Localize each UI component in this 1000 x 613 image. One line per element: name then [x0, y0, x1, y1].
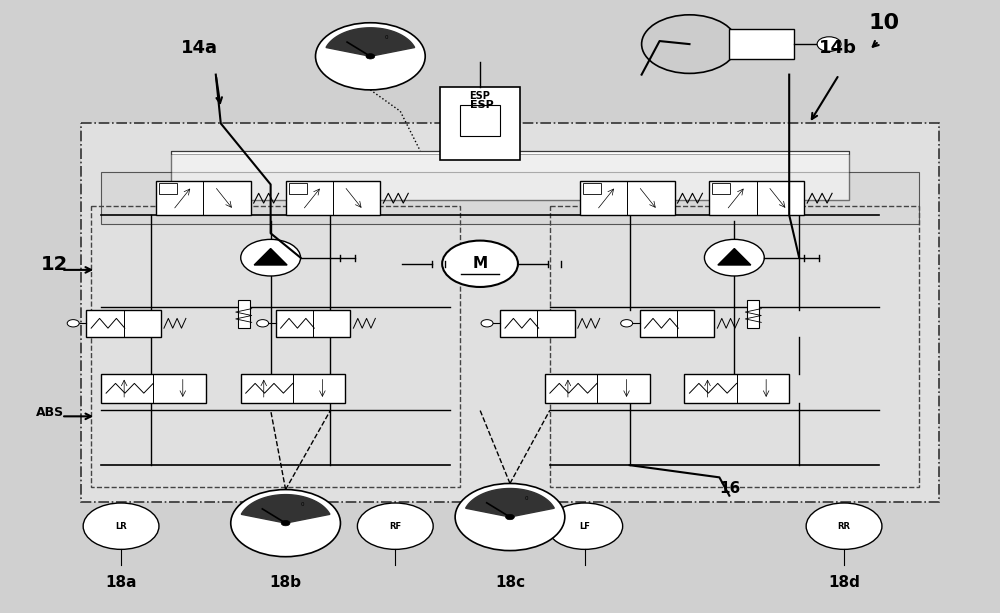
Bar — [238, 300, 250, 328]
Bar — [550, 206, 919, 487]
Bar — [583, 183, 601, 194]
Bar — [241, 374, 345, 403]
Text: 18d: 18d — [828, 575, 860, 590]
Bar — [91, 206, 460, 487]
Circle shape — [547, 503, 623, 549]
Bar — [709, 181, 804, 215]
Text: 14a: 14a — [181, 39, 218, 57]
Circle shape — [806, 503, 882, 549]
Text: 10: 10 — [869, 13, 900, 33]
Circle shape — [366, 53, 375, 59]
Circle shape — [481, 319, 493, 327]
Polygon shape — [718, 248, 751, 265]
Text: ESP: ESP — [470, 91, 490, 101]
Text: RF: RF — [389, 522, 401, 531]
Bar — [640, 310, 714, 337]
Text: M: M — [472, 256, 488, 272]
Bar — [545, 374, 650, 403]
Text: RR: RR — [838, 522, 851, 531]
Bar — [460, 105, 500, 135]
Text: 18c: 18c — [495, 575, 525, 590]
Circle shape — [83, 503, 159, 549]
Bar — [289, 183, 307, 194]
Text: 0: 0 — [525, 496, 528, 501]
Bar — [86, 310, 161, 337]
Bar — [729, 29, 794, 59]
Bar — [159, 183, 177, 194]
Circle shape — [67, 319, 79, 327]
Bar — [712, 183, 730, 194]
Bar — [500, 310, 575, 337]
Text: 14b: 14b — [819, 39, 857, 57]
Text: LF: LF — [579, 522, 590, 531]
Circle shape — [455, 484, 565, 550]
Circle shape — [621, 319, 633, 327]
Polygon shape — [241, 495, 330, 523]
Text: 0: 0 — [385, 36, 389, 40]
Circle shape — [257, 319, 269, 327]
Circle shape — [231, 490, 340, 557]
Text: 0: 0 — [300, 502, 304, 507]
Text: 16: 16 — [719, 481, 741, 496]
Bar — [684, 374, 789, 403]
Circle shape — [316, 23, 425, 90]
Circle shape — [357, 503, 433, 549]
Text: ESP: ESP — [470, 100, 494, 110]
Bar — [171, 151, 849, 154]
Bar — [101, 172, 919, 224]
Bar — [156, 181, 251, 215]
Bar — [81, 123, 939, 502]
Polygon shape — [326, 28, 415, 56]
Circle shape — [817, 37, 841, 51]
Bar — [440, 87, 520, 160]
Bar — [747, 300, 759, 328]
Bar — [101, 374, 206, 403]
Circle shape — [704, 239, 764, 276]
Text: ABS: ABS — [36, 406, 64, 419]
Polygon shape — [466, 489, 554, 517]
Text: 12: 12 — [41, 255, 69, 274]
Circle shape — [241, 239, 301, 276]
Bar — [171, 151, 849, 200]
Bar — [580, 181, 675, 215]
Circle shape — [642, 15, 737, 74]
Circle shape — [506, 514, 514, 520]
Text: LR: LR — [115, 522, 127, 531]
Text: 18b: 18b — [270, 575, 302, 590]
Polygon shape — [254, 248, 287, 265]
Text: 18a: 18a — [105, 575, 137, 590]
Circle shape — [281, 520, 290, 526]
Bar — [286, 181, 380, 215]
Bar — [276, 310, 350, 337]
Circle shape — [442, 240, 518, 287]
